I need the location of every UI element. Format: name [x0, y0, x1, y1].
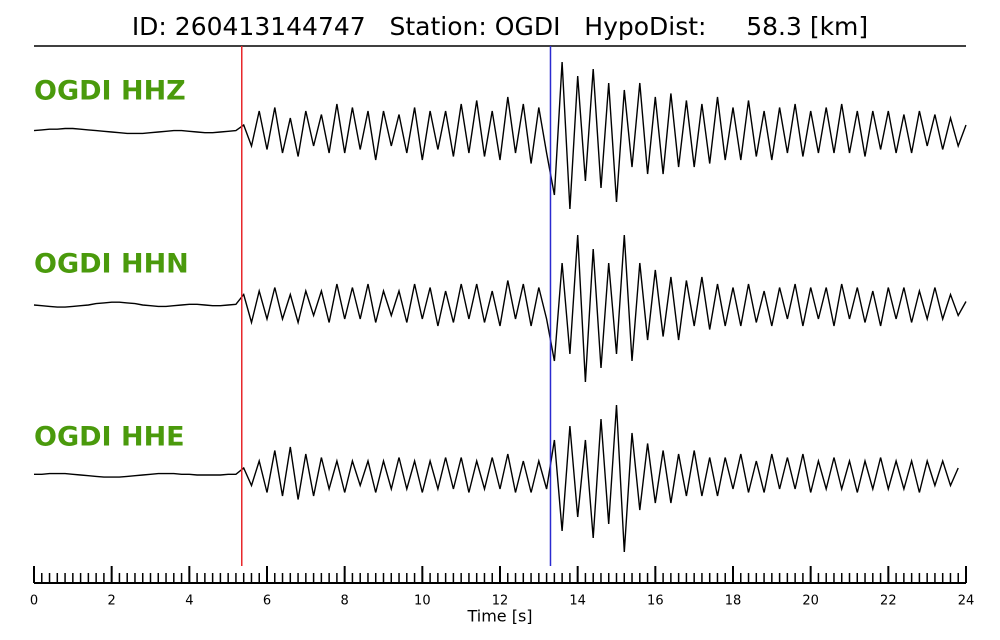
- x-tick-label: 20: [802, 594, 819, 609]
- trace-label: OGDI HHZ: [34, 76, 186, 107]
- waveform: [33, 61, 967, 210]
- x-tick-label: 22: [880, 594, 897, 609]
- x-tick-label: 16: [647, 594, 664, 609]
- x-tick-label: 24: [958, 594, 975, 609]
- x-axis-label: Time [s]: [466, 607, 532, 626]
- x-tick-label: 18: [725, 594, 742, 609]
- x-tick-label: 6: [263, 594, 271, 609]
- x-tick-label: 8: [341, 594, 349, 609]
- x-tick-label: 0: [30, 594, 38, 609]
- x-tick-label: 12: [492, 594, 509, 609]
- chart-title: ID: 260413144747 Station: OGDI HypoDist:…: [132, 12, 868, 41]
- x-tick-label: 14: [569, 594, 586, 609]
- x-tick-label: 2: [108, 594, 116, 609]
- trace-label: OGDI HHE: [34, 422, 185, 453]
- x-tick-label: 10: [414, 594, 431, 609]
- trace-label: OGDI HHN: [34, 249, 189, 280]
- waveform: [33, 234, 967, 383]
- waveform: [34, 404, 959, 553]
- x-tick-label: 4: [185, 594, 193, 609]
